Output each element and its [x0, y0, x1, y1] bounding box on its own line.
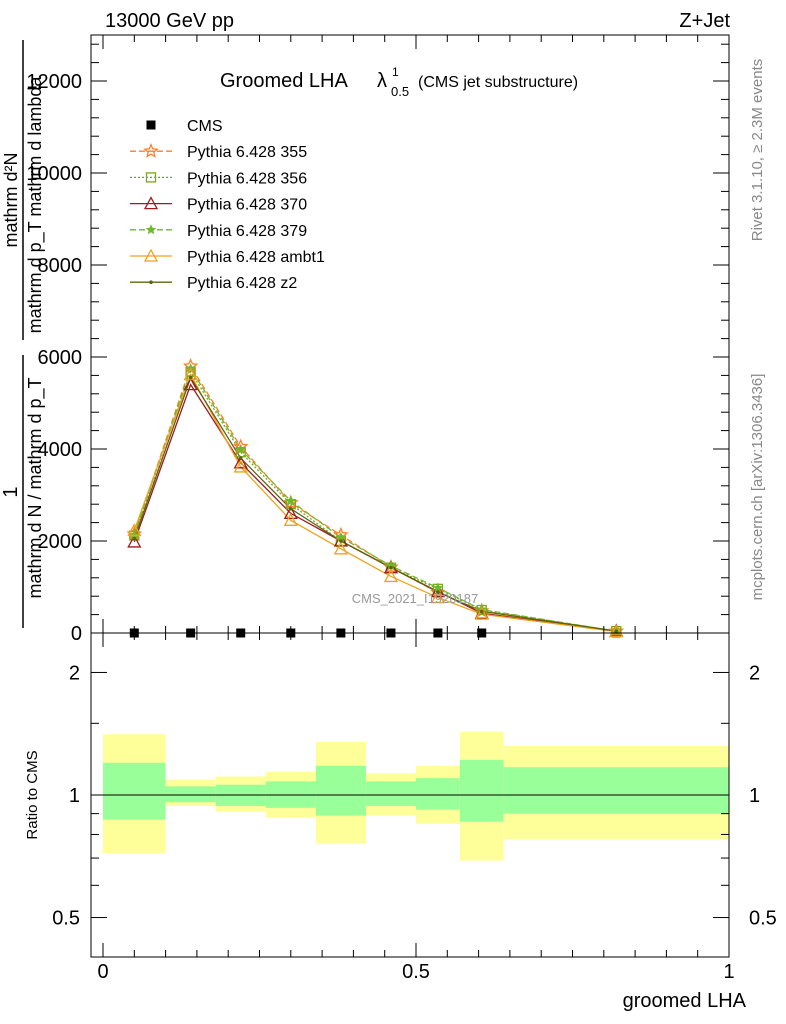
data-point [285, 495, 297, 506]
data-point [289, 507, 293, 511]
ratio-inner-band [103, 762, 166, 820]
ratio-inner-band [459, 759, 504, 822]
data-point [339, 539, 343, 543]
data-point [132, 536, 137, 541]
ratio-x-ticks: 0 0.5 1 [97, 633, 735, 983]
series-line-4 [133, 366, 617, 632]
ratio-y-tick-label-left: 2 [69, 662, 80, 684]
main-y-tick-label: 8000 [38, 255, 83, 277]
data-point [383, 560, 399, 574]
legend-label: Pythia 6.428 370 [187, 197, 307, 214]
main-y-ticks: 0 2000 4000 6000 8000 10000 12000 [26, 43, 729, 645]
main-y-tick-label: 0 [71, 623, 82, 645]
data-point [183, 377, 198, 391]
ratio-inner-band [416, 778, 460, 810]
data-point [127, 534, 142, 548]
data-point [474, 606, 489, 620]
data-point [238, 456, 243, 461]
ylabel-numerator: mathrm d²N [1, 152, 21, 247]
legend-marker [146, 120, 156, 130]
data-point [333, 533, 348, 547]
data-point [333, 541, 348, 555]
main-y-tick-label: 4000 [38, 439, 83, 461]
header-right: Z+Jet [679, 10, 730, 32]
data-point [283, 506, 298, 520]
ratio-y-ticks: 0.5 0.5 1 1 2 2 [52, 662, 777, 929]
legend: CMS Pythia 6.428 355 Pythia 6.428 356 Pythi… [130, 118, 325, 292]
legend-marker [145, 224, 157, 235]
rivet-label: Rivet 3.1.10, ≥ 2.3M events [749, 59, 766, 242]
ratio-inner-band [315, 765, 366, 816]
data-point [127, 523, 142, 537]
x-tick-label: 1 [723, 961, 734, 983]
main-y-tick-label: 6000 [38, 347, 83, 369]
legend-label: Pythia 6.428 z2 [187, 275, 297, 292]
series-line-2 [133, 370, 617, 632]
main-title: Groomed LHA λ 1 0.5 (CMS jet substructur… [220, 65, 578, 99]
ylabel-pre-numerator: 1 [0, 486, 22, 497]
ratio-inner-band [165, 786, 216, 803]
data-point [432, 582, 444, 593]
legend-label: Pythia 6.428 ambt1 [187, 249, 325, 266]
main-y-label: 1 mathrm d N / mathrm d p_T mathrm d²N m… [0, 40, 46, 628]
ratio-y-tick-label-right: 0.5 [749, 908, 777, 930]
ratio-y-tick-label-left: 1 [69, 785, 80, 807]
main-subtitle: (CMS jet substructure) [418, 74, 578, 91]
mcplots-label: mcplots.cern.ch [arXiv:1306.3436] [749, 374, 766, 601]
data-point [389, 565, 393, 570]
legend-label: Pythia 6.428 356 [187, 170, 307, 187]
data-point [614, 629, 619, 633]
main-y-tick-label: 2000 [38, 531, 83, 553]
ylabel-pre-denominator: mathrm d N / mathrm d p_T [25, 377, 46, 598]
ratio-bands [103, 731, 729, 861]
ratio-y-tick-label-left: 0.5 [52, 908, 80, 930]
data-point [233, 459, 248, 473]
main-title-symbol: λ [377, 70, 387, 92]
legend-label: Pythia 6.428 379 [187, 223, 307, 240]
ratio-y-tick-label-right: 2 [749, 662, 760, 684]
ratio-inner-band [365, 781, 416, 806]
legend-label: Pythia 6.428 355 [187, 144, 307, 161]
data-point [609, 624, 624, 638]
legend-marker [145, 172, 157, 183]
x-tick-label: 0 [97, 961, 108, 983]
ratio-y-label: Ratio to CMS [24, 750, 41, 839]
main-y-tick-label: 12000 [26, 71, 82, 93]
main-title-sub: 0.5 [391, 84, 409, 99]
header-left: 13000 GeV pp [105, 10, 234, 32]
watermark: CMS_2021_I1920187 [352, 591, 479, 606]
x-tick-label: 0.5 [402, 961, 430, 983]
data-point [383, 569, 399, 583]
data-point [235, 443, 246, 454]
ratio-inner-band [503, 767, 729, 814]
data-point [479, 609, 484, 614]
legend-marker [143, 196, 159, 210]
data-point [430, 590, 446, 604]
data-point [430, 584, 446, 598]
main-title-sup: 1 [392, 65, 399, 79]
legend-marker [143, 143, 159, 158]
main-plot: CMS_2021_I1920187 0 2000 4000 6000 8000 10000… [26, 34, 730, 645]
data-point [283, 512, 298, 526]
legend-label: CMS [187, 118, 223, 135]
data-point [233, 455, 248, 469]
ratio-y-tick-label-right: 1 [749, 785, 760, 807]
data-point [188, 375, 193, 380]
legend-marker [149, 280, 153, 285]
main-title-text: Groomed LHA [220, 70, 348, 92]
legend-marker [143, 248, 159, 262]
ratio-plot: 0.5 0.51 12 2 0 0.5 1 Ratio to CMS groomed LH… [24, 632, 777, 1012]
main-y-tick-label: 10000 [26, 163, 82, 185]
data-point [436, 590, 440, 594]
ylabel-denominator: mathrm d p_T mathrm d lambda [25, 76, 46, 334]
main-x-ticks [102, 35, 730, 633]
x-axis-label: groomed LHA [623, 990, 747, 1012]
